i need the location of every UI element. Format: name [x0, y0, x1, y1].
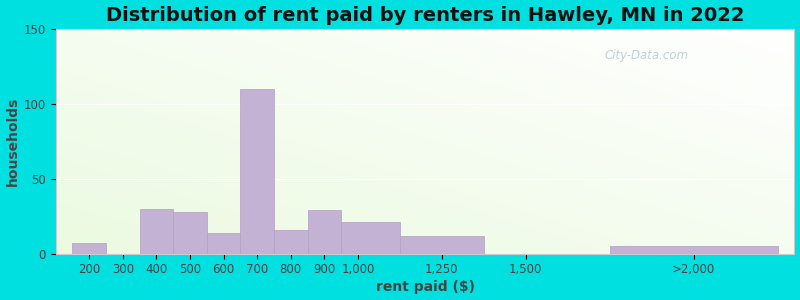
Bar [274, 230, 307, 254]
Title: Distribution of rent paid by renters in Hawley, MN in 2022: Distribution of rent paid by renters in … [106, 6, 744, 25]
Bar [240, 89, 274, 254]
Bar [140, 208, 174, 253]
Bar [207, 232, 240, 254]
Bar [73, 243, 106, 254]
Bar [341, 222, 400, 254]
Bar [400, 236, 484, 253]
Y-axis label: households: households [6, 97, 19, 186]
Bar [610, 246, 778, 253]
Text: City-Data.com: City-Data.com [605, 49, 689, 62]
Bar [174, 212, 207, 254]
X-axis label: rent paid ($): rent paid ($) [375, 280, 474, 294]
Bar [307, 210, 341, 254]
